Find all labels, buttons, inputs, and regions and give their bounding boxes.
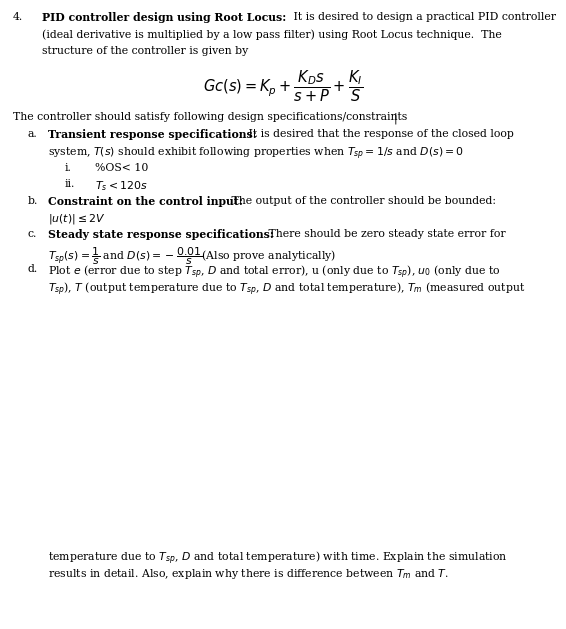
Text: ii.: ii. bbox=[65, 179, 75, 189]
Text: It is desired that the response of the closed loop: It is desired that the response of the c… bbox=[245, 129, 514, 139]
Text: Constraint on the control input:: Constraint on the control input: bbox=[48, 196, 243, 207]
Text: $Gc(s) = K_p + \dfrac{K_D s}{s + P} + \dfrac{K_I}{S}$: $Gc(s) = K_p + \dfrac{K_D s}{s + P} + \d… bbox=[203, 69, 363, 104]
Text: It is desired to design a practical PID controller: It is desired to design a practical PID … bbox=[290, 12, 556, 22]
Text: structure of the controller is given by: structure of the controller is given by bbox=[42, 46, 248, 56]
Text: $T_{sp}$), $T$ (output temperature due to $T_{sp}$, $D$ and total temperature), : $T_{sp}$), $T$ (output temperature due t… bbox=[48, 281, 525, 298]
Text: c.: c. bbox=[28, 229, 37, 239]
Text: The output of the controller should be bounded:: The output of the controller should be b… bbox=[228, 196, 496, 206]
Text: Plot $e$ (error due to step $T_{sp}$, $D$ and total error), u (only due to $T_{s: Plot $e$ (error due to step $T_{sp}$, $D… bbox=[48, 264, 500, 281]
Text: 4.: 4. bbox=[13, 12, 23, 22]
Text: There should be zero steady state error for: There should be zero steady state error … bbox=[265, 229, 505, 239]
Text: d.: d. bbox=[28, 264, 38, 274]
Text: $T_s < 120s$: $T_s < 120s$ bbox=[95, 179, 148, 193]
Text: $T_{sp}(s) = \dfrac{1}{s}$ and $D(s) = -\dfrac{0.01}{s}$(Also prove analytically: $T_{sp}(s) = \dfrac{1}{s}$ and $D(s) = -… bbox=[48, 246, 336, 267]
Text: %OS< 10: %OS< 10 bbox=[95, 163, 148, 173]
Text: The controller should satisfy following design specifications/constraints: The controller should satisfy following … bbox=[13, 112, 408, 122]
Text: $|u(t)| \leq 2V$: $|u(t)| \leq 2V$ bbox=[48, 212, 105, 226]
Text: temperature due to $T_{sp}$, $D$ and total temperature) with time. Explain the s: temperature due to $T_{sp}$, $D$ and tot… bbox=[48, 550, 508, 567]
Text: Steady state response specifications:: Steady state response specifications: bbox=[48, 229, 274, 240]
Text: b.: b. bbox=[28, 196, 38, 206]
Text: i.: i. bbox=[65, 163, 72, 173]
Text: |: | bbox=[394, 112, 398, 123]
Text: PID controller design using Root Locus:: PID controller design using Root Locus: bbox=[42, 12, 286, 23]
Text: a.: a. bbox=[28, 129, 38, 139]
Text: Transient response specifications:: Transient response specifications: bbox=[48, 129, 257, 140]
Text: (ideal derivative is multiplied by a low pass filter) using Root Locus technique: (ideal derivative is multiplied by a low… bbox=[42, 29, 501, 40]
Text: system, $T(s)$ should exhibit following properties when $T_{sp} = 1/s$ and $D(s): system, $T(s)$ should exhibit following … bbox=[48, 146, 464, 162]
Text: results in detail. Also, explain why there is difference between $T_m$ and $T$.: results in detail. Also, explain why the… bbox=[48, 567, 449, 581]
